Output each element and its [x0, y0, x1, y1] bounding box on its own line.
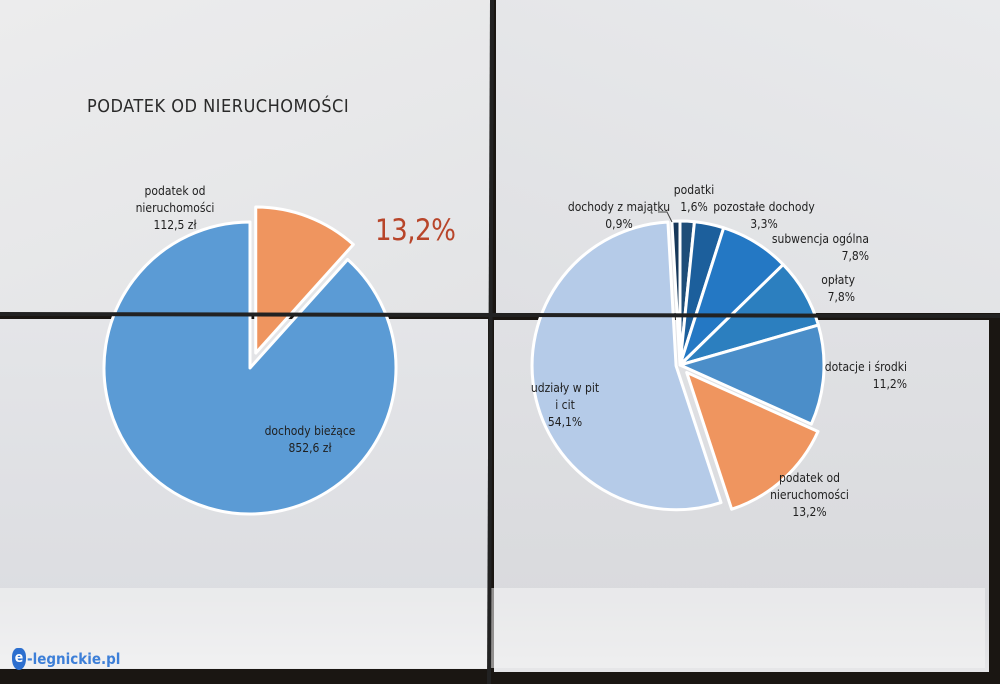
slide-bottom-strip [0, 588, 985, 668]
screen-seam-vertical [487, 0, 494, 684]
right-slice-value-pozostale: 3,3% [750, 217, 778, 231]
right-slice-name-podatki: podatki [673, 183, 715, 197]
right-pie-slice-udzialy-w-pit-i-cit [530, 220, 723, 512]
left-slice-value-podatek: 112,5 zł [153, 218, 197, 232]
right-slice-name-oplaty: opłaty [821, 273, 855, 287]
site-logo-icon: e [12, 648, 26, 670]
right-pie-slice-dotacje-i-srodki [678, 323, 826, 426]
right-pie-label-subwencja: subwencja ogólna 7,8% [752, 231, 869, 265]
right-pie-label-oplaty: opłaty 7,8% [800, 272, 855, 306]
right-slice-name-podatek-nier: podatek od nieruchomości [770, 471, 849, 502]
right-slice-name-udzialy: udziały w pit i cit [530, 381, 600, 412]
right-slice-value-majatek: 0,9% [605, 217, 633, 231]
site-watermark: e -legnickie.pl [12, 648, 120, 670]
right-slice-value-udzialy: 54,1% [547, 415, 583, 429]
right-pie-slice-podatek-od-nieruchomosci [685, 370, 820, 511]
right-slice-value-subwencja: 7,8% [841, 249, 869, 263]
right-slice-value-dotacje: 11,2% [872, 377, 907, 391]
right-slice-name-dotacje: dotacje i środki [824, 360, 907, 374]
right-slice-name-pozostale: pozostałe dochody [713, 200, 815, 214]
right-pie-label-podatek-nier: podatek od nieruchomości 13,2% [757, 470, 862, 521]
left-slice-value-dochody: 852,6 zł [288, 441, 332, 455]
right-pie-leader-line-majatek [658, 211, 673, 223]
right-pie-label-dotacje: dotacje i środki 11,2% [812, 359, 907, 393]
right-slice-value-podatki: 1,6% [680, 200, 708, 214]
highlight-percent: 13,2% [375, 213, 456, 247]
left-slice-name-dochody: dochody bieżące [264, 424, 356, 438]
right-slice-name-majatek: dochody z majątku [567, 200, 671, 214]
screen-seam-horizontal [0, 312, 1000, 318]
slide-title: PODATEK OD NIERUCHOMOŚCI [87, 96, 350, 117]
right-pie-label-udzialy: udziały w pit i cit 54,1% [530, 380, 600, 431]
right-slice-value-oplaty: 7,8% [827, 290, 855, 304]
right-pie-label-podatki: podatki 1,6% [668, 182, 720, 216]
right-slice-name-subwencja: subwencja ogólna [771, 232, 869, 246]
site-watermark-text: -legnickie.pl [27, 650, 121, 668]
left-pie-label-podatek: podatek od nieruchomości 112,5 zł [120, 183, 230, 234]
left-pie-slice-podatek-od-nieruchomosci [254, 205, 355, 355]
left-slice-name-podatek: podatek od nieruchomości [135, 184, 215, 215]
right-pie-label-majatek: dochody z majątku 0,9% [564, 199, 674, 233]
right-pie-label-pozostale: pozostałe dochody 3,3% [712, 199, 816, 233]
left-pie-slice-dochody-biezace [102, 220, 398, 516]
left-pie-label-dochody: dochody bieżące 852,6 zł [250, 423, 370, 457]
right-slice-value-podatek-nier: 13,2% [792, 505, 827, 519]
